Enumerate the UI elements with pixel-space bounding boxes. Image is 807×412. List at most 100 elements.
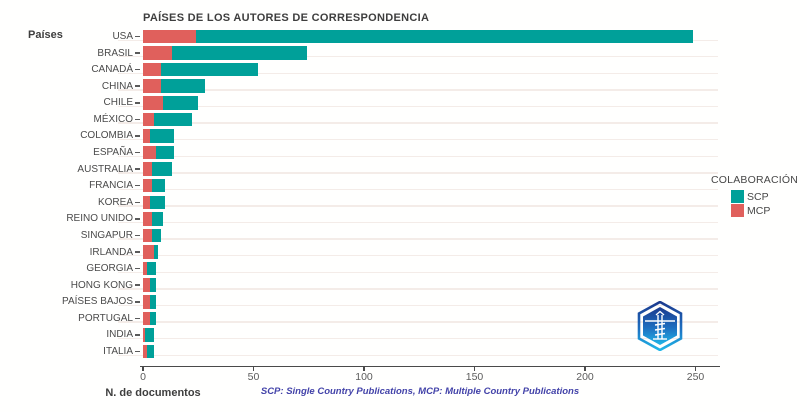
category-text: PORTUGAL: [78, 312, 133, 324]
stacked-bar-hong-kong: [143, 278, 157, 292]
bar-segment-scp: [149, 295, 157, 309]
row-gridline: [118, 271, 718, 273]
chart-title: PAÍSES DE LOS AUTORES DE CORRESPONDENCIA: [143, 12, 430, 24]
bar-segment-scp: [160, 79, 205, 93]
category-text: CHILE: [103, 97, 133, 109]
bar-segment-scp: [162, 96, 199, 110]
x-tick-mark: [584, 366, 586, 371]
biblioshiny-logo: [637, 300, 683, 352]
category-label-australia: AUSTRALIA: [0, 163, 140, 175]
bar-segment-mcp: [143, 145, 157, 160]
category-label-portugal: PORTUGAL: [0, 312, 140, 324]
x-tick-label: 100: [355, 371, 373, 383]
legend-label-scp: SCP: [747, 190, 769, 203]
bar-segment-mcp: [143, 112, 155, 127]
y-tick-mark: [135, 334, 140, 336]
row-gridline: [118, 304, 718, 307]
legend-item-scp: SCP: [731, 190, 798, 203]
category-label-francia: FRANCIA: [0, 180, 140, 192]
category-text: GEORGIA: [86, 263, 133, 275]
category-label-china: CHINA: [0, 80, 140, 92]
bar-segment-scp: [154, 112, 192, 127]
category-label-colombia: COLOMBIA: [0, 130, 140, 142]
bar-segment-scp: [149, 195, 166, 210]
y-tick-mark: [135, 35, 140, 38]
y-tick-mark: [135, 85, 140, 87]
x-axis-title: N. de documentos: [105, 387, 201, 399]
y-tick-mark: [135, 234, 140, 237]
legend-item-mcp: MCP: [731, 204, 798, 217]
category-label-india: INDIA: [0, 329, 140, 341]
category-label-georgia: GEORGIA: [0, 263, 140, 275]
category-text: INDIA: [106, 329, 133, 341]
stacked-bar-usa: [143, 29, 694, 44]
bar-segment-scp: [147, 344, 155, 359]
x-tick-mark: [142, 366, 144, 371]
bar-segment-mcp: [143, 29, 197, 44]
bar-segment-mcp: [143, 295, 150, 309]
bar-segment-scp: [149, 278, 157, 292]
category-text: BRASIL: [97, 47, 133, 59]
bar-segment-scp: [151, 212, 163, 226]
category-label-chile: CHILE: [0, 97, 140, 109]
bar-segment-scp: [149, 311, 157, 326]
x-tick-label: 0: [140, 371, 146, 383]
stacked-bar-china: [143, 79, 205, 93]
bar-segment-mcp: [143, 195, 150, 210]
category-label-usa: USA: [0, 31, 140, 43]
category-text: KOREA: [97, 196, 133, 208]
stacked-bar-m-xico: [143, 112, 192, 127]
legend-title: COLABORACIÓN: [711, 174, 798, 186]
mcp-color-swatch: [731, 204, 744, 217]
stacked-bar-francia: [143, 178, 166, 193]
bar-segment-mcp: [143, 311, 150, 326]
row-gridline: [118, 288, 718, 290]
y-tick-mark: [135, 102, 140, 104]
row-gridline: [118, 172, 718, 174]
row-gridline: [118, 138, 718, 141]
y-tick-mark: [135, 284, 140, 286]
category-text: AUSTRALIA: [77, 163, 133, 175]
stacked-bar-singapur: [143, 228, 161, 243]
bar-segment-mcp: [143, 79, 161, 93]
y-tick-mark: [135, 301, 140, 303]
category-label-espa-a: ESPAÑA: [0, 147, 140, 159]
x-tick-label: 150: [465, 371, 484, 383]
y-tick-mark: [135, 218, 140, 220]
bar-segment-mcp: [143, 261, 148, 276]
category-text: PAÍSES BAJOS: [62, 296, 133, 308]
category-label-canad-: CANADÁ: [0, 64, 140, 76]
stacked-bar-canad-: [143, 62, 258, 77]
x-tick-mark: [473, 366, 476, 371]
category-label-m-xico: MÉXICO: [0, 113, 140, 125]
stacked-bar-reino-unido: [143, 212, 163, 226]
category-label-pa-ses-bajos: PAÍSES BAJOS: [0, 296, 140, 308]
row-gridline: [118, 105, 718, 108]
category-text: CHINA: [101, 80, 133, 92]
bar-segment-scp: [171, 46, 307, 60]
stacked-bar-chile: [143, 96, 199, 110]
row-gridline: [118, 72, 718, 75]
x-tick-mark: [694, 366, 697, 371]
category-text: HONG KONG: [70, 279, 133, 291]
row-gridline: [118, 255, 718, 257]
row-gridline: [118, 56, 718, 58]
bar-segment-scp: [147, 261, 157, 276]
row-gridline: [118, 337, 718, 340]
legend: COLABORACIÓN SCP MCP: [711, 174, 798, 218]
bar-segment-scp: [156, 145, 174, 160]
row-gridline: [118, 321, 718, 323]
y-tick-mark: [135, 317, 140, 320]
x-tick-mark: [363, 366, 365, 371]
category-text: COLOMBIA: [80, 130, 133, 142]
y-tick-mark: [135, 251, 140, 253]
category-text: REINO UNIDO: [66, 213, 133, 225]
bar-segment-mcp: [143, 129, 150, 143]
category-text: CANADÁ: [91, 64, 133, 76]
category-text: MÉXICO: [93, 113, 133, 125]
bar-segment-scp: [145, 328, 155, 342]
x-tick-mark: [252, 366, 255, 371]
row-gridline: [118, 188, 718, 191]
y-tick-mark: [135, 118, 140, 121]
category-text: ESPAÑA: [93, 147, 133, 159]
